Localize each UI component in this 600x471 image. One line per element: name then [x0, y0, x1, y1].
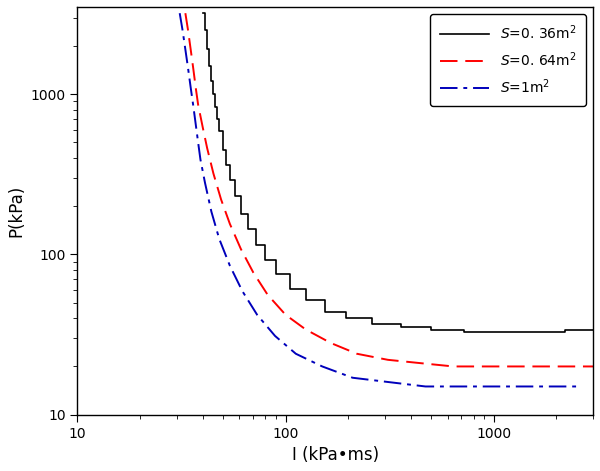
$S$=1m$^2$ — [254, 312, 261, 317]
$S$=0. 36m$^2$ — [460, 329, 467, 334]
$S$=0. 36m$^2$ — [206, 63, 213, 69]
$S$=1m$^2$ — [239, 288, 246, 294]
$S$=0. 36m$^2$ — [322, 309, 329, 314]
$S$=0. 64m$^2$ — [521, 364, 528, 369]
$S$=0. 36m$^2$ — [244, 226, 251, 231]
$S$=0. 36m$^2$ — [527, 329, 534, 334]
$S$=0. 64m$^2$ — [282, 312, 289, 317]
$S$=1m$^2$ — [292, 351, 299, 357]
$S$=0. 64m$^2$ — [238, 246, 245, 252]
$S$=0. 36m$^2$ — [220, 147, 227, 153]
$S$=1m$^2$ — [384, 379, 391, 385]
$S$=0. 64m$^2$ — [589, 364, 596, 369]
$S$=0. 36m$^2$ — [214, 116, 221, 122]
$S$=0. 64m$^2$ — [184, 27, 191, 33]
Line: $S$=0. 64m$^2$: $S$=0. 64m$^2$ — [185, 13, 593, 366]
$S$=1m$^2$ — [197, 157, 204, 162]
$S$=0. 64m$^2$ — [264, 292, 271, 298]
$S$=1m$^2$ — [226, 263, 233, 268]
$S$=1m$^2$ — [460, 384, 467, 390]
Line: $S$=1m$^2$: $S$=1m$^2$ — [180, 13, 580, 387]
$S$=0. 36m$^2$ — [202, 27, 209, 33]
$S$=0. 36m$^2$ — [238, 211, 245, 216]
$S$=0. 36m$^2$ — [212, 104, 219, 110]
$S$=0. 36m$^2$ — [223, 162, 230, 168]
$S$=1m$^2$ — [182, 47, 189, 52]
$S$=0. 64m$^2$ — [182, 10, 189, 16]
$S$=1m$^2$ — [176, 10, 184, 16]
$S$=0. 36m$^2$ — [252, 242, 259, 248]
$S$=0. 64m$^2$ — [327, 340, 334, 346]
Line: $S$=0. 36m$^2$: $S$=0. 36m$^2$ — [203, 13, 593, 332]
$S$=0. 36m$^2$ — [427, 327, 434, 333]
$S$=0. 36m$^2$ — [226, 178, 233, 183]
$S$=0. 64m$^2$ — [302, 327, 310, 333]
$S$=0. 64m$^2$ — [190, 65, 197, 71]
Legend: $S$=0. 36m$^2$, $S$=0. 64m$^2$, $S$=1m$^2$: $S$=0. 36m$^2$, $S$=0. 64m$^2$, $S$=1m$^… — [430, 14, 586, 106]
$S$=1m$^2$ — [271, 333, 278, 339]
$S$=0. 36m$^2$ — [272, 272, 280, 277]
$S$=1m$^2$ — [179, 27, 186, 33]
$S$=0. 36m$^2$ — [302, 297, 310, 303]
$S$=1m$^2$ — [349, 375, 356, 381]
$S$=1m$^2$ — [202, 180, 209, 186]
Y-axis label: P(kPa): P(kPa) — [7, 185, 25, 237]
$S$=0. 64m$^2$ — [250, 270, 257, 276]
$S$=1m$^2$ — [499, 384, 506, 390]
$S$=0. 64m$^2$ — [192, 85, 199, 90]
$S$=0. 36m$^2$ — [398, 325, 405, 330]
$S$=0. 64m$^2$ — [199, 125, 206, 130]
$S$=0. 64m$^2$ — [416, 360, 423, 366]
$S$=1m$^2$ — [184, 65, 191, 71]
$S$=1m$^2$ — [187, 85, 194, 90]
$S$=0. 64m$^2$ — [210, 171, 217, 176]
$S$=0. 36m$^2$ — [589, 327, 596, 333]
$S$=1m$^2$ — [319, 364, 326, 369]
$S$=1m$^2$ — [192, 122, 199, 127]
$S$=0. 36m$^2$ — [210, 91, 217, 97]
$S$=0. 36m$^2$ — [215, 128, 223, 134]
X-axis label: I (kPa•ms): I (kPa•ms) — [292, 446, 379, 464]
$S$=1m$^2$ — [422, 384, 429, 390]
$S$=1m$^2$ — [577, 384, 584, 390]
$S$=0. 64m$^2$ — [485, 364, 493, 369]
$S$=0. 36m$^2$ — [368, 321, 376, 326]
$S$=1m$^2$ — [208, 209, 215, 214]
$S$=0. 36m$^2$ — [262, 257, 269, 263]
$S$=0. 64m$^2$ — [450, 364, 457, 369]
$S$=0. 64m$^2$ — [217, 197, 224, 203]
$S$=0. 64m$^2$ — [557, 364, 565, 369]
$S$=0. 64m$^2$ — [226, 221, 233, 227]
$S$=1m$^2$ — [190, 103, 197, 108]
$S$=0. 36m$^2$ — [231, 194, 238, 199]
$S$=0. 36m$^2$ — [208, 79, 215, 84]
$S$=0. 64m$^2$ — [203, 146, 211, 151]
$S$=0. 64m$^2$ — [194, 102, 202, 107]
$S$=0. 36m$^2$ — [199, 10, 206, 16]
$S$=0. 36m$^2$ — [494, 329, 502, 334]
$S$=1m$^2$ — [215, 236, 223, 242]
$S$=0. 64m$^2$ — [353, 351, 361, 357]
$S$=0. 64m$^2$ — [187, 47, 194, 52]
$S$=0. 36m$^2$ — [203, 47, 211, 52]
$S$=0. 64m$^2$ — [384, 357, 391, 363]
$S$=0. 36m$^2$ — [562, 327, 569, 333]
$S$=0. 36m$^2$ — [286, 286, 293, 292]
$S$=1m$^2$ — [538, 384, 545, 390]
$S$=1m$^2$ — [194, 139, 202, 145]
$S$=0. 36m$^2$ — [343, 316, 350, 321]
